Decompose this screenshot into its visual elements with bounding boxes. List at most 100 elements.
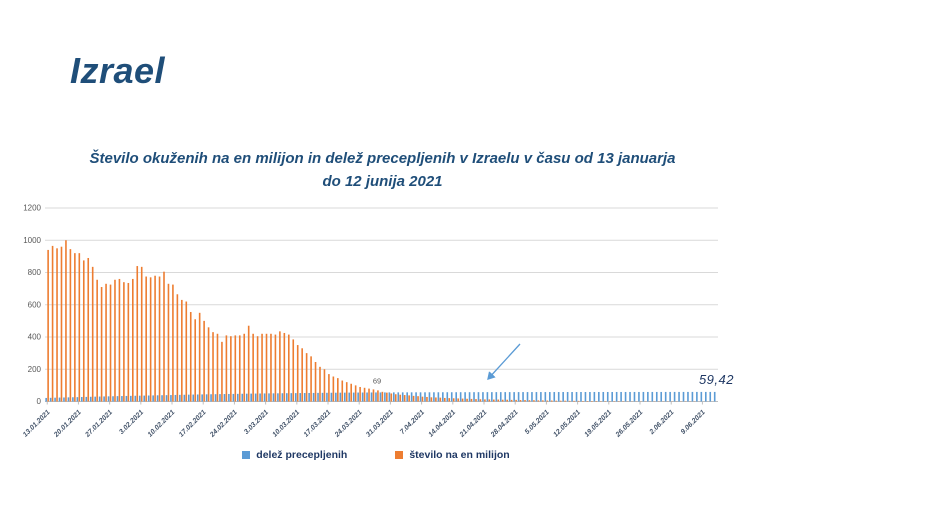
bar-vaccinated — [446, 392, 449, 402]
bar-infections — [314, 361, 317, 402]
bar-vaccinated — [143, 395, 146, 402]
bar-vaccinated — [357, 392, 359, 402]
bar-vaccinated — [245, 393, 248, 402]
bar-infections — [203, 320, 205, 402]
bar-vaccinated — [713, 391, 716, 402]
bar-infections — [78, 253, 81, 402]
chart-legend: delež precepljenih število na en milijon — [18, 449, 734, 461]
x-tick-label: 17.02.2021 — [178, 409, 208, 439]
bar-vaccinated — [491, 392, 493, 402]
bar-vaccinated — [540, 392, 542, 402]
bar-infections — [154, 275, 156, 402]
y-tick-label: 1000 — [23, 236, 41, 245]
bar-infections — [305, 353, 308, 402]
bar-vaccinated — [669, 391, 671, 402]
x-tick-label: 27.01.2021 — [84, 409, 115, 440]
bar-vaccinated — [174, 394, 177, 402]
bar-vaccinated — [370, 392, 373, 402]
bar-infections — [238, 335, 241, 402]
bar-vaccinated — [58, 397, 61, 402]
bar-infections — [497, 399, 500, 402]
bar-vaccinated — [214, 394, 217, 402]
bar-infections — [332, 376, 335, 402]
bar-infections — [114, 279, 116, 402]
bar-vaccinated — [513, 392, 515, 402]
x-tick-label: 9.06.2021 — [680, 409, 707, 436]
bar-infections — [519, 400, 522, 402]
bar-infections — [185, 301, 188, 402]
bar-infections — [412, 395, 415, 402]
gridlines — [45, 207, 718, 402]
bar-vaccinated — [535, 392, 538, 402]
legend-label-infections: število na en milijon — [409, 449, 510, 461]
bar-vaccinated — [170, 395, 172, 402]
bar-infections — [163, 271, 165, 402]
bar-vaccinated — [134, 395, 137, 402]
bar-infections — [221, 341, 223, 402]
bar-vaccinated — [76, 397, 79, 402]
bar-vaccinated — [192, 394, 195, 402]
bar-infections — [439, 397, 442, 402]
bar-vaccinated — [433, 392, 435, 402]
x-tick-label: 31.03.2021 — [365, 409, 395, 439]
bar-vaccinated — [112, 396, 114, 402]
legend-item-vaccinated: delež precepljenih — [242, 449, 347, 461]
bar-infections — [234, 335, 237, 402]
bar-infections — [287, 334, 290, 402]
x-tick-label: 19.05.2021 — [583, 409, 613, 439]
bar-infections — [435, 397, 437, 402]
bar-vaccinated — [125, 395, 128, 402]
bar-infections — [310, 356, 312, 402]
bar-vaccinated — [147, 395, 150, 402]
bar-vaccinated — [45, 397, 47, 402]
bar-vaccinated — [187, 394, 190, 402]
bar-infections — [493, 399, 495, 402]
bar-vaccinated — [477, 392, 480, 402]
bar-infections — [243, 333, 246, 402]
bar-infections — [386, 392, 388, 402]
bar-infections — [172, 284, 174, 402]
bar-vaccinated — [259, 393, 261, 402]
bar-infections — [47, 249, 49, 402]
bar-infections — [452, 398, 455, 402]
bar-vaccinated — [522, 392, 524, 402]
bar-vaccinated — [700, 391, 703, 402]
bar-infections — [350, 383, 352, 402]
bar-vaccinated — [228, 393, 230, 402]
bar-vaccinated — [67, 397, 70, 402]
y-tick-label: 1200 — [23, 204, 41, 213]
bar-vaccinated — [410, 392, 413, 402]
bar-infections — [296, 345, 299, 402]
bar-vaccinated — [223, 394, 226, 402]
bar-vaccinated — [642, 391, 645, 402]
annotation-arrow-icon — [487, 343, 521, 380]
bar-vaccinated — [183, 394, 186, 402]
bar-vaccinated — [428, 392, 431, 402]
bar-infections — [372, 389, 375, 402]
bar-infections — [60, 246, 63, 402]
bar-vaccinated — [602, 391, 605, 402]
bar-infections — [546, 400, 549, 402]
bar-infections — [323, 369, 326, 402]
bar-infections — [475, 399, 477, 402]
bar-infections — [359, 386, 361, 402]
bar-vaccinated — [161, 395, 163, 402]
bar-infections — [279, 331, 281, 402]
bar-infections — [319, 366, 321, 402]
bar-infections — [403, 395, 406, 402]
bar-vaccinated — [232, 393, 235, 402]
bar-vaccinated — [598, 391, 600, 402]
bar-infections — [109, 284, 112, 402]
legend-label-vaccinated: delež precepljenih — [256, 449, 348, 461]
bar-infections — [457, 398, 459, 402]
bar-vaccinated — [575, 392, 578, 402]
bar-vaccinated — [517, 392, 520, 402]
bar-infections — [537, 400, 540, 402]
bar-series — [45, 240, 716, 402]
bar-vaccinated — [103, 396, 105, 402]
legend-swatch-infections-icon — [395, 451, 404, 459]
bar-vaccinated — [704, 391, 707, 402]
bar-vaccinated — [348, 392, 351, 402]
bar-infections — [550, 400, 553, 402]
bar-infections — [105, 283, 107, 402]
